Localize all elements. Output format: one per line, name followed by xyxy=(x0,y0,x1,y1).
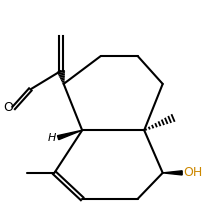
Polygon shape xyxy=(163,171,182,175)
Text: OH: OH xyxy=(184,166,203,179)
Text: H: H xyxy=(48,133,56,143)
Polygon shape xyxy=(58,130,82,140)
Text: O: O xyxy=(3,101,13,114)
